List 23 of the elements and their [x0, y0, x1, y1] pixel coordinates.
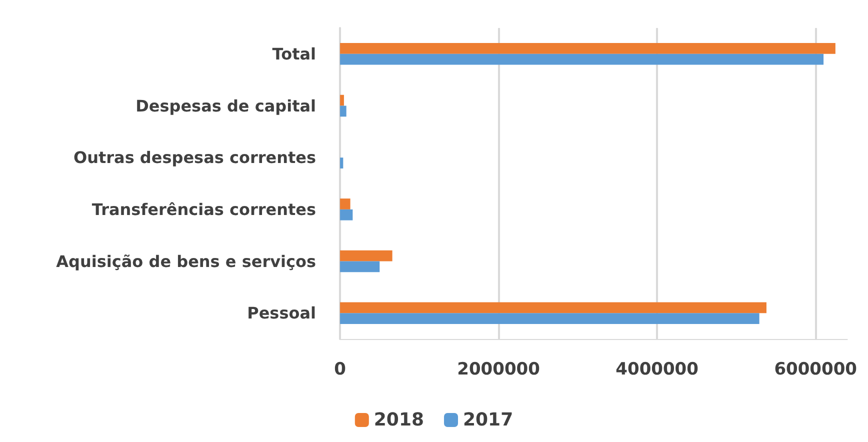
- bar: [340, 158, 344, 168]
- bar: [340, 43, 836, 54]
- x-tick-label: 0: [334, 360, 346, 380]
- y-tick-label: Total: [272, 44, 316, 64]
- bar: [340, 313, 760, 324]
- x-tick-label: 4000000: [616, 360, 699, 380]
- bar: [340, 54, 824, 65]
- x-tick-label: 2000000: [457, 360, 540, 380]
- y-tick-label: Pessoal: [247, 304, 316, 323]
- bar: [340, 106, 346, 117]
- y-tick-label: Aquisição de bens e serviços: [56, 252, 316, 271]
- bar: [340, 94, 344, 106]
- bar: [340, 250, 392, 262]
- bar: [340, 302, 766, 314]
- y-tick-label: Despesas de capital: [136, 96, 316, 116]
- legend-label: 2018: [374, 410, 424, 430]
- bar: [340, 198, 350, 210]
- bar: [340, 209, 353, 220]
- x-tick-label: 6000000: [774, 360, 858, 380]
- bar: [340, 261, 380, 272]
- legend-label: 2017: [463, 410, 514, 430]
- y-tick-label: Outras despesas correntes: [74, 148, 316, 168]
- y-tick-label: Transferências correntes: [92, 200, 316, 219]
